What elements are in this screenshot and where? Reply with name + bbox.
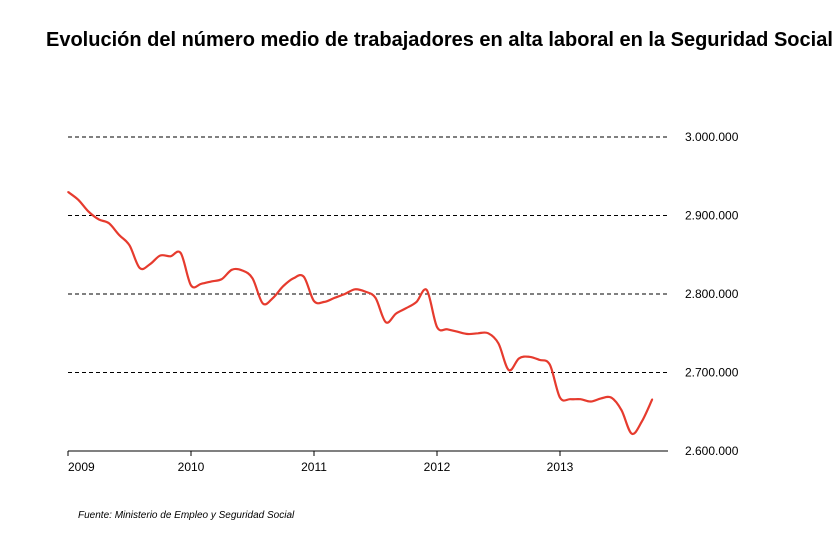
data-point xyxy=(149,263,151,265)
data-point xyxy=(138,267,141,269)
data-point xyxy=(487,332,490,335)
y-tick-label: 2.600.000 xyxy=(685,444,739,458)
data-point xyxy=(559,396,561,399)
data-point xyxy=(220,278,223,280)
data-point xyxy=(569,398,572,400)
data-point xyxy=(313,300,315,302)
data-point xyxy=(169,255,172,258)
data-point xyxy=(364,290,367,293)
data-point xyxy=(600,397,602,400)
y-tick-label: 3.000.000 xyxy=(685,130,739,144)
x-tick-label: 2013 xyxy=(547,460,574,474)
data-point xyxy=(292,277,295,280)
y-tick-label: 2.900.000 xyxy=(685,209,739,223)
x-tick-label: 2011 xyxy=(301,460,327,474)
x-axis-tick-labels: 2009 2010 2011 2012 2013 xyxy=(68,460,574,474)
x-tick-label: 2009 xyxy=(68,460,95,474)
data-point xyxy=(651,398,654,400)
data-point xyxy=(518,357,520,360)
data-point xyxy=(159,254,162,257)
data-point xyxy=(210,280,213,283)
x-tick-label: 2010 xyxy=(178,460,205,474)
data-point xyxy=(610,396,613,399)
data-point xyxy=(589,400,592,403)
data-point xyxy=(87,210,90,213)
data-point xyxy=(128,244,131,247)
data-point xyxy=(436,326,438,328)
y-tick-label: 2.800.000 xyxy=(685,287,739,301)
data-point xyxy=(333,297,336,299)
data-point xyxy=(343,293,346,295)
data-point xyxy=(179,252,182,254)
data-point xyxy=(528,356,531,358)
data-point xyxy=(200,282,203,285)
y-axis-tick-labels: 2.600.000 2.700.000 2.800.000 2.900.000 3.00… xyxy=(685,130,739,458)
data-point xyxy=(415,301,418,303)
data-point xyxy=(456,330,459,333)
data-point xyxy=(548,363,551,366)
data-point xyxy=(497,342,500,345)
data-point xyxy=(241,269,244,272)
data-point xyxy=(395,312,397,315)
chart-title: Evolución del número medio de trabajador… xyxy=(46,29,833,51)
x-tick-label: 2012 xyxy=(424,460,451,474)
data-point xyxy=(630,432,633,435)
data-point xyxy=(620,409,623,411)
data-point xyxy=(579,398,582,400)
data-point xyxy=(118,234,121,236)
data-point xyxy=(405,307,408,309)
data-point xyxy=(641,420,643,422)
data-point xyxy=(108,222,110,225)
data-point xyxy=(272,297,274,299)
data-point xyxy=(67,191,69,193)
data-point xyxy=(477,332,479,335)
gridlines xyxy=(68,136,668,373)
data-point xyxy=(384,321,387,324)
data-point xyxy=(97,218,100,221)
data-point xyxy=(190,284,192,287)
data-point xyxy=(323,301,326,303)
series-group xyxy=(67,191,654,436)
y-tick-label: 2.700.000 xyxy=(685,366,739,380)
data-point xyxy=(282,285,285,287)
data-point xyxy=(251,277,254,280)
data-point xyxy=(446,328,449,331)
data-point xyxy=(261,302,264,305)
x-axis xyxy=(67,450,668,456)
data-point xyxy=(231,268,233,271)
data-point xyxy=(374,297,377,299)
data-point xyxy=(425,289,428,291)
data-point xyxy=(507,369,510,371)
data-point xyxy=(354,288,356,291)
data-point xyxy=(538,359,541,361)
data-point xyxy=(466,333,469,335)
data-point xyxy=(302,275,305,278)
source-note: Fuente: Ministerio de Empleo y Seguridad… xyxy=(78,510,295,521)
data-point xyxy=(77,199,80,201)
series-line xyxy=(67,191,654,436)
